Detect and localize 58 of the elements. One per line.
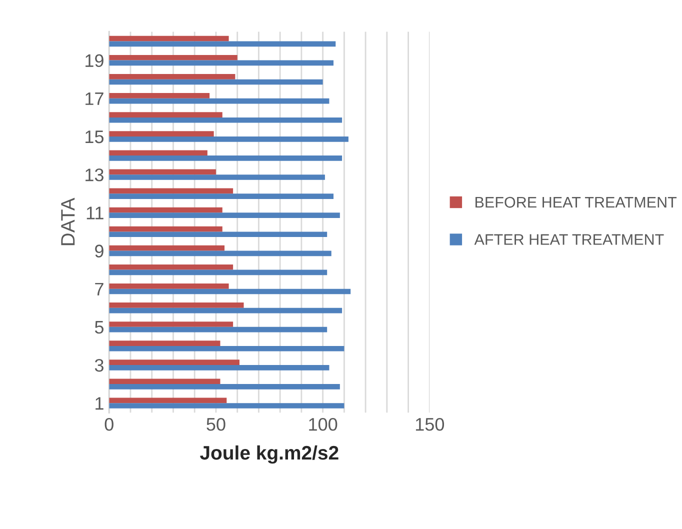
bar (109, 365, 330, 370)
bar (109, 150, 208, 156)
bar (109, 322, 234, 327)
x-tick-label: 50 (206, 418, 226, 431)
y-tick-label: 3 (94, 358, 104, 372)
bar (109, 79, 323, 85)
y-tick-label: 15 (86, 130, 104, 144)
bar (109, 188, 234, 194)
x-tick-label: 100 (309, 418, 338, 431)
bar (109, 74, 236, 80)
bar (109, 360, 240, 366)
bar (109, 245, 225, 251)
y-tick-label: 1 (96, 397, 104, 410)
bar (109, 226, 222, 232)
bar (109, 326, 328, 332)
bar (109, 207, 222, 213)
bar (109, 136, 348, 142)
bar (109, 250, 332, 256)
bar (109, 131, 214, 136)
x-axis-title: Joule kg.m2/s2 (200, 445, 338, 464)
bar (109, 288, 351, 294)
y-tick-label: 5 (94, 321, 104, 334)
bar (109, 169, 216, 175)
bar (109, 302, 244, 308)
bar (109, 384, 340, 390)
y-axis-title: DATA (61, 198, 75, 246)
bar (109, 98, 330, 104)
bar (109, 212, 340, 218)
bar (109, 93, 210, 98)
bar (109, 60, 334, 66)
bar (109, 232, 328, 238)
bar (109, 398, 227, 404)
legend-label: BEFORE HEAT TREATMENT (476, 196, 677, 208)
legend-label: AFTER HEAT TREATMENT (474, 234, 664, 245)
bar (109, 308, 342, 314)
bar (109, 36, 229, 42)
bar (109, 117, 342, 123)
y-tick-label: 9 (95, 244, 104, 258)
bar (109, 284, 229, 289)
bar (109, 156, 342, 161)
bar (109, 264, 234, 270)
bar (109, 194, 334, 199)
bar (109, 112, 222, 118)
bar (109, 174, 325, 180)
bar (109, 41, 336, 47)
y-tick-label: 19 (86, 54, 104, 68)
bar (109, 54, 238, 60)
bar (109, 340, 220, 346)
y-tick-label: 11 (86, 206, 104, 220)
x-tick-label: 0 (104, 418, 114, 431)
y-tick-label: 13 (86, 168, 104, 182)
bar (109, 346, 344, 352)
bar (109, 270, 328, 276)
x-tick-label: 150 (416, 418, 444, 431)
bar (109, 378, 220, 384)
y-tick-label: 7 (95, 282, 104, 296)
bar (109, 403, 344, 408)
y-tick-label: 17 (86, 92, 104, 105)
